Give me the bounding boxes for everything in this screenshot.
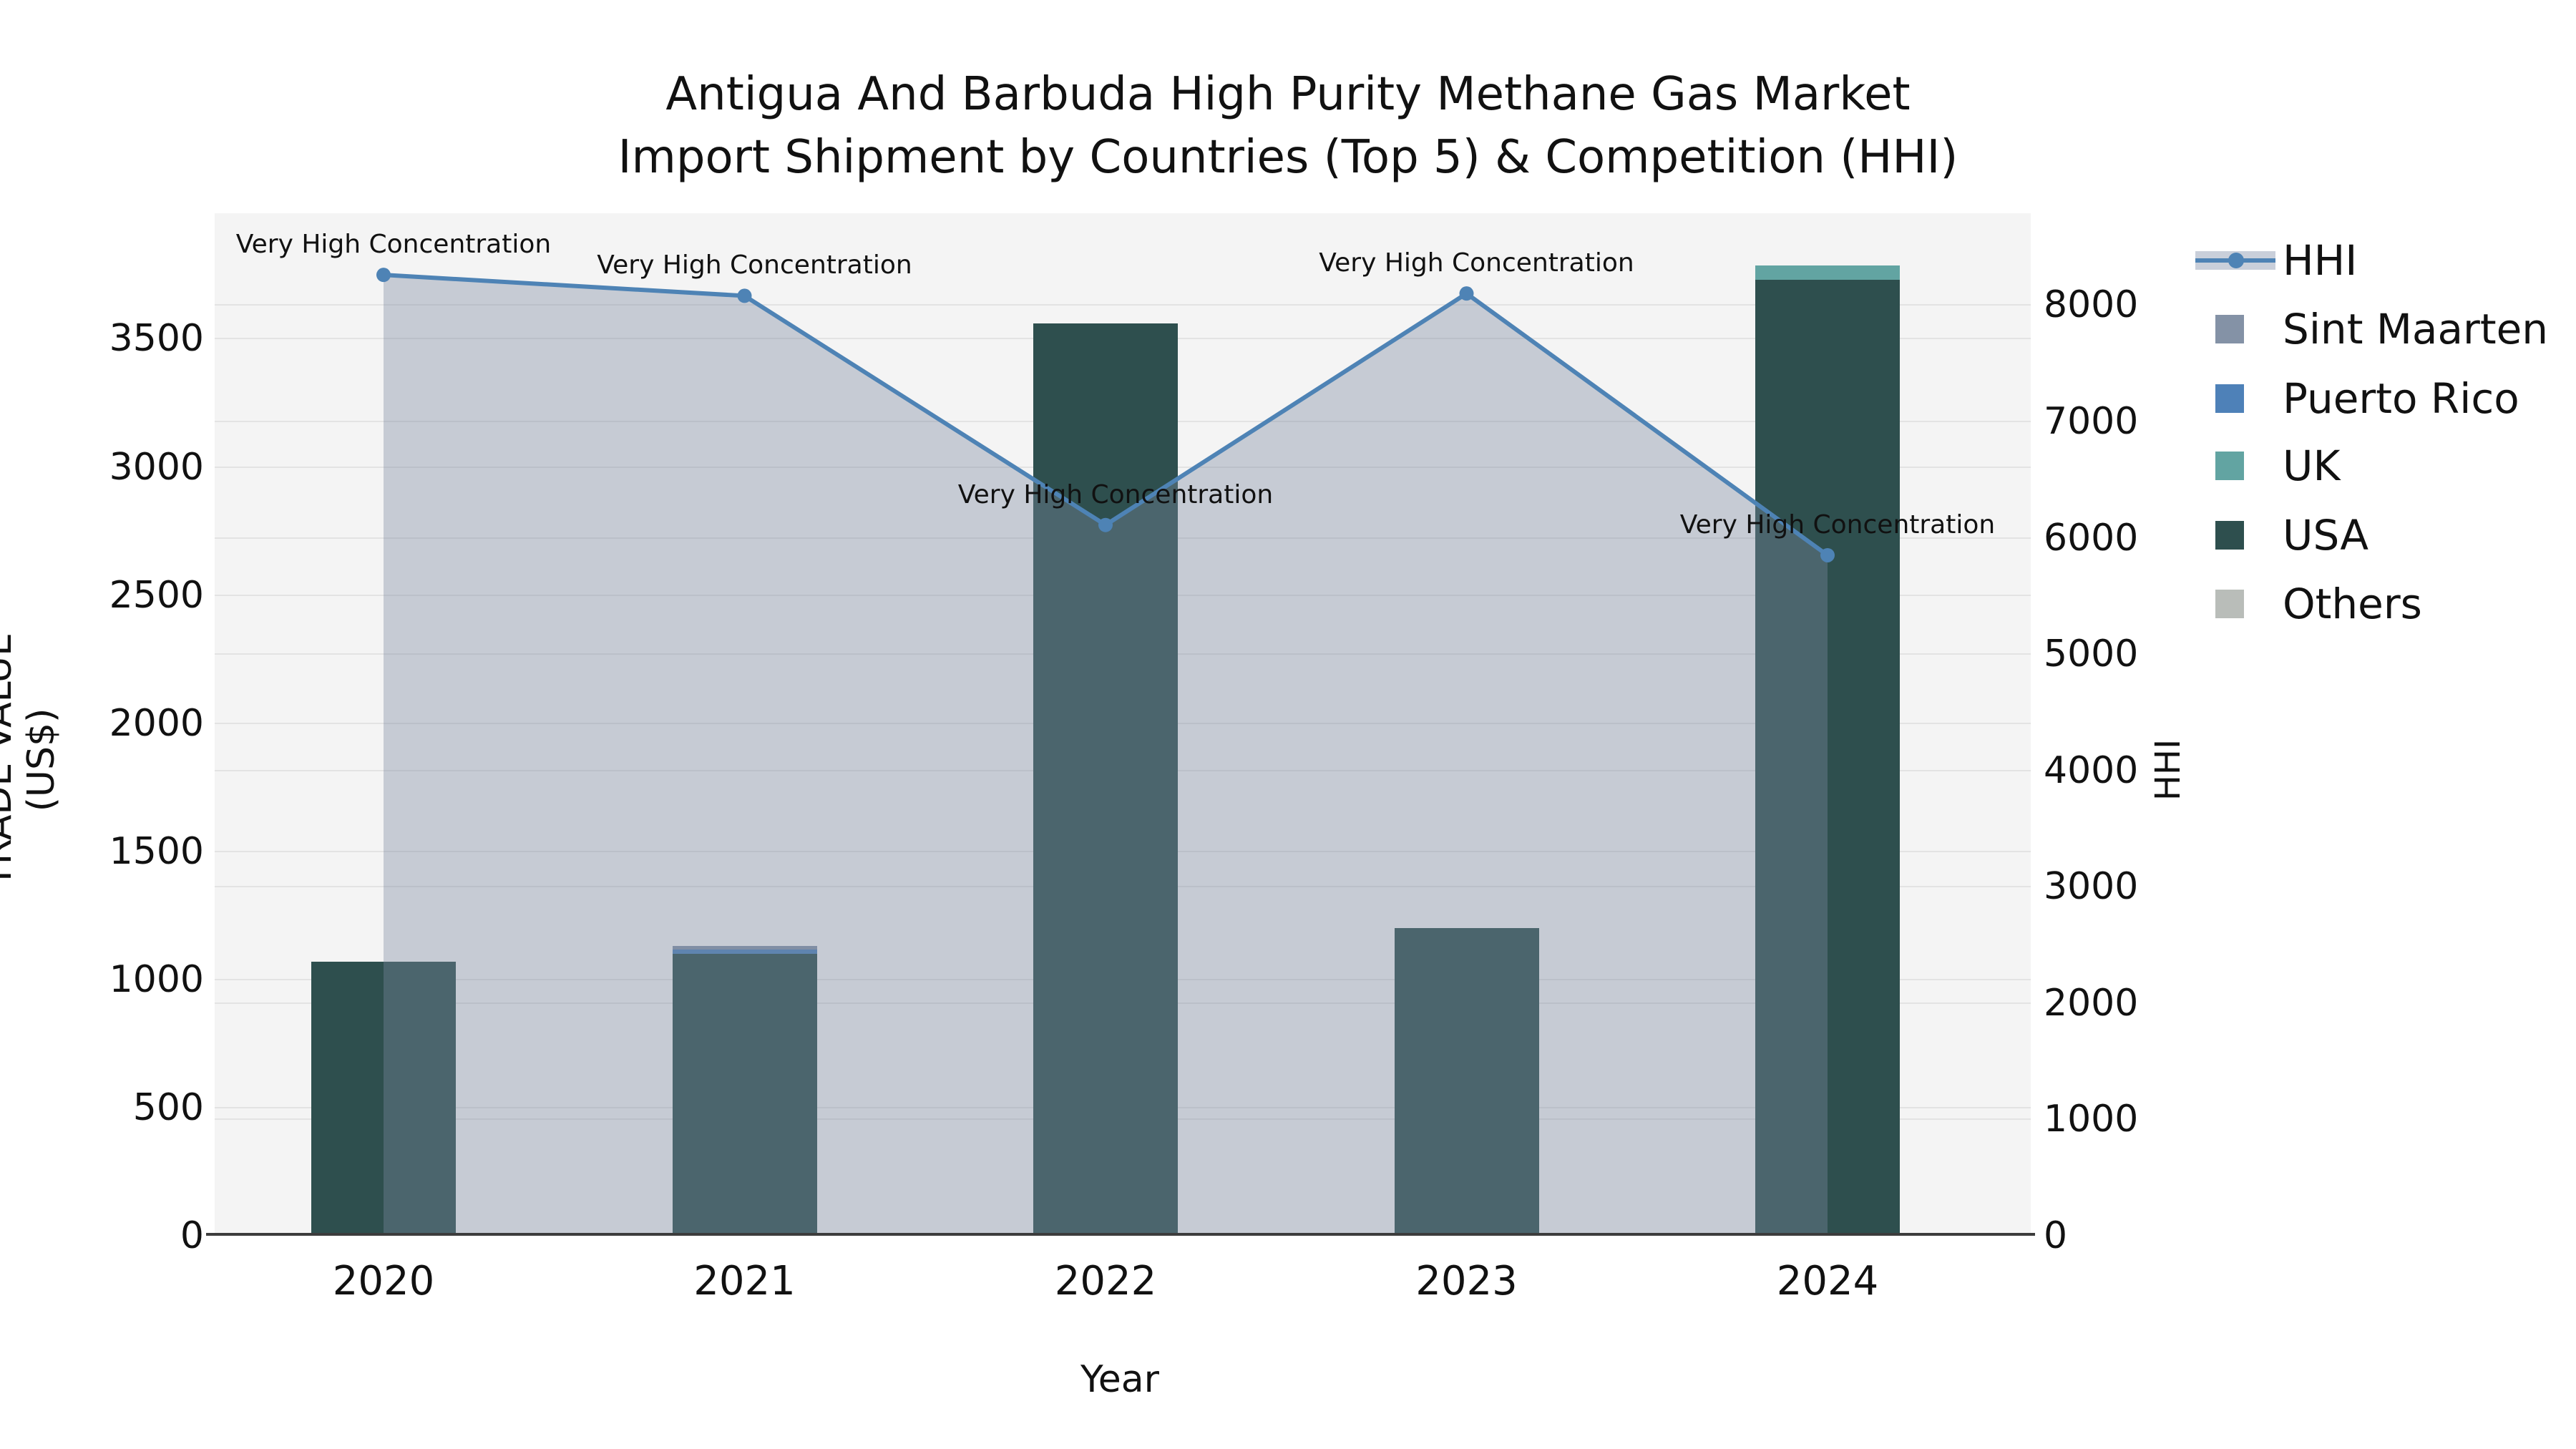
x-tick-2024: 2024 [1776,1258,1879,1304]
y-right-tick-6000: 6000 [2044,516,2139,560]
legend-label-sint-maarten: Sint Maarten [2283,305,2549,353]
bar-segment-2021-puerto-rico [672,949,817,955]
legend-label-uk: UK [2283,441,2341,490]
legend-item-puerto-rico: Puerto Rico [2175,377,2576,420]
legend-item-uk: UK [2175,444,2576,487]
y-left-tick-500: 500 [132,1085,204,1129]
bar-segment-2024-uk [1755,265,1900,280]
y-left-tick-1500: 1500 [109,829,204,873]
bar-segment-2023-usa [1394,928,1539,1236]
x-tick-2023: 2023 [1415,1258,1518,1304]
y-right-tick-2000: 2000 [2044,981,2139,1025]
x-axis-title: Year [1080,1358,1160,1401]
y-right-axis-title: HHI [2148,738,2188,801]
annotation-2022: Very High Concentration [957,479,1274,509]
y-left-tick-2500: 2500 [109,573,204,617]
plot-area: Very High Concentration Very High Concent… [215,213,2031,1236]
y-right-tick-3000: 3000 [2044,865,2139,909]
annotation-2021: Very High Concentration [597,250,912,280]
y-left-tick-0: 0 [180,1214,204,1257]
hhi-line-layer [376,268,1835,1236]
legend-label-puerto-rico: Puerto Rico [2283,374,2519,423]
annotation-2024: Very High Concentration [1679,509,1996,540]
chart-title-line1: Antigua And Barbuda High Purity Methane … [665,68,1911,121]
y-left-tick-1000: 1000 [109,957,204,1001]
gridline-right-8000 [215,304,2031,306]
bar-segment-2021-sint-maarten [672,945,817,950]
x-tick-2022: 2022 [1054,1258,1157,1304]
legend-swatch-sint-maarten [2215,315,2244,343]
bar-segment-2020-usa [311,961,456,1236]
y-right-tick-7000: 7000 [2044,400,2139,443]
hhi-marker-2021 [737,288,752,303]
legend-swatch-puerto-rico [2215,384,2244,413]
y-left-tick-2000: 2000 [109,701,204,745]
y-right-tick-1000: 1000 [2044,1098,2139,1141]
hhi-marker-2020 [376,268,391,283]
bar-segment-2022-usa [1033,323,1178,1236]
legend-swatch-usa [2215,521,2244,550]
legend-item-sint-maarten: Sint Maarten [2175,308,2576,351]
chart-title-line2: Import Shipment by Countries (Top 5) & C… [618,131,1958,184]
bar-segment-2024-usa [1755,280,1900,1236]
hhi-marker-2024 [1820,547,1835,562]
x-axis-line [206,1233,2035,1236]
hhi-marker-2022 [1098,517,1113,532]
chart-title: Antigua And Barbuda High Purity Methane … [0,63,2576,189]
annotation-2020: Very High Concentration [235,230,552,260]
hhi-area-fill [384,275,1828,1236]
legend-swatch-uk [2215,452,2244,480]
y-right-tick-8000: 8000 [2044,283,2139,327]
legend-item-others: Others [2175,582,2576,625]
y-left-tick-3000: 3000 [109,445,204,489]
annotation-2023: Very High Concentration [1319,248,1634,278]
legend-hhi-marker-swatch [2228,253,2244,268]
y-right-tick-0: 0 [2044,1214,2068,1257]
x-tick-2020: 2020 [332,1258,435,1304]
y-left-tick-3500: 3500 [109,317,204,361]
legend-item-usa: USA [2175,514,2576,557]
y-left-axis-title: TRADE VALUE (US$) [0,633,63,887]
legend-label-hhi: HHI [2283,236,2358,285]
hhi-marker-2023 [1459,286,1474,301]
legend-swatch-others [2215,590,2244,618]
legend-label-others: Others [2283,580,2422,628]
legend-item-hhi: HHI [2175,239,2576,282]
y-right-tick-4000: 4000 [2044,748,2139,792]
legend-label-usa: USA [2283,511,2369,560]
bar-segment-2021-usa [672,954,817,1236]
y-right-tick-5000: 5000 [2044,633,2139,676]
x-tick-2021: 2021 [693,1258,796,1304]
